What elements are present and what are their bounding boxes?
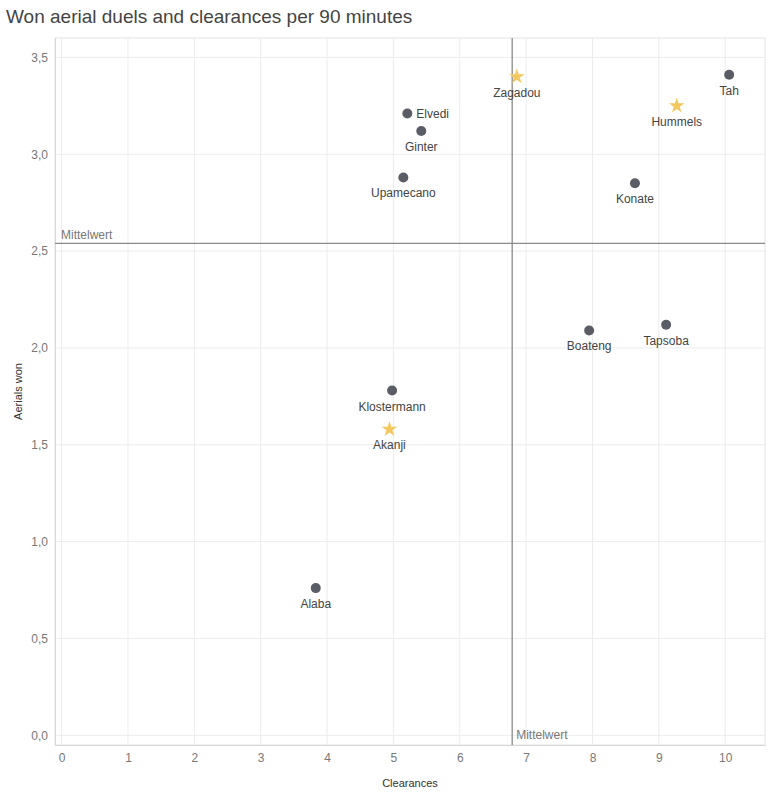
mean-line — [512, 38, 513, 745]
y-tick-label: 1,5 — [31, 438, 48, 452]
y-tick: 3,5 — [31, 51, 55, 65]
x-tick-label: 5 — [391, 751, 398, 765]
chart: Won aerial duels and clearances per 90 m… — [0, 0, 780, 795]
grid — [55, 38, 765, 745]
x-tick: 6 — [457, 745, 464, 765]
y-tick-label: 2,5 — [31, 244, 48, 258]
grid-line — [55, 57, 765, 58]
point — [630, 178, 640, 188]
y-tick: 3,0 — [31, 148, 55, 162]
point-label: Alaba — [300, 597, 331, 611]
x-tick: 10 — [719, 745, 733, 765]
point — [669, 98, 685, 113]
point — [509, 69, 525, 84]
mean-label: Mittelwert — [516, 728, 568, 742]
labels: Mittelwert Mittelwert Tah Elvedi Ginter Upame… — [61, 84, 739, 742]
x-tick-label: 10 — [719, 751, 733, 765]
x-tick-label: 0 — [59, 751, 66, 765]
x-tick-label: 4 — [324, 751, 331, 765]
x-axis-title: Clearances — [382, 777, 438, 789]
plot-frame — [55, 38, 765, 745]
title: Won aerial duels and clearances per 90 m… — [6, 6, 412, 27]
x-tick: 8 — [590, 745, 597, 765]
point-label: Akanji — [373, 438, 406, 452]
y-tick: 0,0 — [31, 729, 55, 743]
x-tick: 9 — [656, 745, 663, 765]
point-label: Tapsoba — [643, 334, 689, 348]
point — [724, 70, 734, 80]
point-label: Zagadou — [493, 86, 540, 100]
grid-line — [55, 444, 765, 445]
point — [398, 172, 408, 182]
x-tick: 0 — [59, 745, 66, 765]
grid-line — [55, 541, 765, 542]
point — [661, 320, 671, 330]
x-tick-label: 7 — [523, 751, 530, 765]
y-axis-line — [55, 39, 56, 746]
x-axis-line — [56, 745, 766, 746]
point — [584, 325, 594, 335]
y-tick-label: 2,0 — [31, 341, 48, 355]
x-tick: 5 — [391, 745, 398, 765]
x-tick-label: 8 — [590, 751, 597, 765]
point — [387, 386, 397, 396]
y-tick-label: 1,0 — [31, 535, 48, 549]
point-label: Konate — [616, 192, 654, 206]
x-tick-label: 6 — [457, 751, 464, 765]
point-label: Elvedi — [416, 107, 449, 121]
y-axis-title: Aerials won — [12, 363, 24, 420]
point-label: Tah — [719, 84, 738, 98]
mean-line — [55, 243, 765, 244]
x-axis: 0 1 2 3 4 5 6 7 8 9 10 — [56, 745, 766, 765]
y-tick-label: 3,0 — [31, 148, 48, 162]
point-label: Boateng — [567, 339, 612, 353]
y-tick-label: 3,5 — [31, 51, 48, 65]
x-tick: 3 — [258, 745, 265, 765]
y-tick: 1,5 — [31, 438, 55, 452]
point-label: Hummels — [651, 115, 702, 129]
grid-line — [55, 735, 765, 736]
x-tick-label: 3 — [258, 751, 265, 765]
x-tick-label: 9 — [656, 751, 663, 765]
y-tick: 0,5 — [31, 632, 55, 646]
x-tick: 7 — [523, 745, 530, 765]
point-label: Ginter — [405, 140, 438, 154]
y-tick-label: 0,0 — [31, 729, 48, 743]
point — [402, 109, 412, 119]
y-tick: 2,0 — [31, 341, 55, 355]
x-tick: 4 — [324, 745, 331, 765]
point — [416, 126, 426, 136]
mean-label: Mittelwert — [61, 228, 113, 242]
x-tick: 1 — [125, 745, 132, 765]
x-tick-label: 1 — [125, 751, 132, 765]
point — [382, 421, 398, 436]
x-tick-label: 2 — [192, 751, 199, 765]
y-tick: 1,0 — [31, 535, 55, 549]
y-axis: 0,0 0,5 1,0 1,5 2,0 2,5 3,0 3,5 — [31, 39, 55, 746]
point-label: Klostermann — [358, 400, 425, 414]
point-label: Upamecano — [371, 186, 436, 200]
plot-area — [55, 38, 765, 745]
grid-line — [55, 638, 765, 639]
y-tick-label: 0,5 — [31, 632, 48, 646]
point — [311, 583, 321, 593]
grid-line — [55, 251, 765, 252]
x-tick: 2 — [192, 745, 199, 765]
y-tick: 2,5 — [31, 244, 55, 258]
